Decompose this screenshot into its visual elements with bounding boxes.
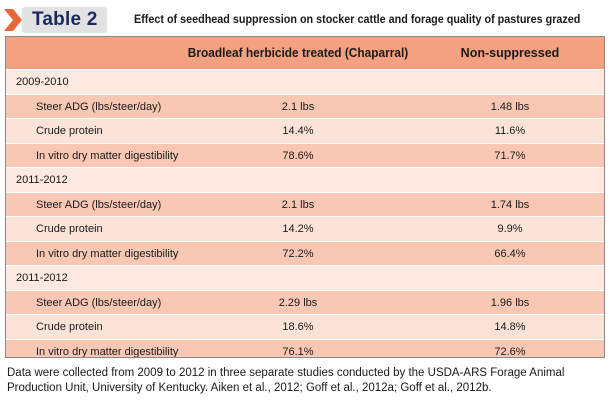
row-label: In vitro dry matter digestibility [36, 247, 179, 260]
non-suppressed-value: 1.48 lbs [490, 100, 530, 113]
table-row: Crude protein 14.4% 11.6% [6, 118, 604, 143]
table-row: Crude protein 18.6% 14.8% [6, 314, 604, 339]
non-suppressed-value: 1.74 lbs [490, 198, 530, 211]
table-number-label: Table 2 [22, 7, 108, 33]
row-label: Steer ADG (lbs/steer/day) [36, 198, 162, 211]
non-suppressed-value: 14.8% [494, 321, 526, 333]
table-caption: Effect of seedhead suppression on stocke… [134, 13, 581, 26]
column-header-treated: Broadleaf herbicide treated (Chaparral) [187, 46, 409, 60]
treated-value: 76.1% [282, 345, 314, 358]
row-label: Steer ADG (lbs/steer/day) [36, 296, 162, 309]
row-label: Steer ADG (lbs/steer/day) [36, 100, 162, 113]
non-suppressed-value: 9.9% [497, 223, 523, 235]
section-title: 2011-2012 [16, 174, 68, 186]
treated-value: 14.4% [282, 125, 314, 137]
chevron-right-icon [4, 9, 22, 31]
section-row: 2009-2010 [6, 69, 604, 94]
table-row: Steer ADG (lbs/steer/day) 2.1 lbs 1.48 lbs [6, 93, 604, 119]
non-suppressed-value: 71.7% [494, 149, 526, 162]
treated-value: 2.29 lbs [278, 296, 318, 309]
section-title: 2009-2010 [16, 76, 69, 88]
table-row: In vitro dry matter digestibility 78.6% 71… [6, 142, 604, 168]
treated-value: 78.6% [282, 149, 314, 162]
table-footnote: Data were collected from 2009 to 2012 in… [7, 367, 565, 394]
row-label: Crude protein [36, 321, 103, 333]
non-suppressed-value: 72.6% [494, 345, 526, 358]
table-column-header-row: Broadleaf herbicide treated (Chaparral) … [6, 37, 604, 69]
table-row: In vitro dry matter digestibility 72.2% 66… [6, 240, 604, 266]
data-table: Broadleaf herbicide treated (Chaparral) … [5, 36, 605, 358]
treated-value: 14.2% [282, 223, 314, 235]
table-row: In vitro dry matter digestibility 76.1% 72… [6, 338, 604, 358]
table-row: Steer ADG (lbs/steer/day) 2.29 lbs 1.96 lb… [6, 289, 604, 315]
section-row: 2011-2012 [6, 265, 604, 290]
column-header-non-suppressed: Non-suppressed [460, 46, 560, 60]
table-row: Steer ADG (lbs/steer/day) 2.1 lbs 1.74 lbs [6, 191, 604, 217]
non-suppressed-value: 66.4% [494, 247, 526, 260]
treated-value: 2.1 lbs [281, 100, 315, 113]
row-label: In vitro dry matter digestibility [36, 345, 179, 358]
section-row: 2011-2012 [6, 167, 604, 192]
treated-value: 18.6% [282, 321, 314, 333]
table-row: Crude protein 14.2% 9.9% [6, 216, 604, 241]
non-suppressed-value: 1.96 lbs [490, 296, 530, 309]
treated-value: 72.2% [282, 247, 314, 260]
section-title: 2011-2012 [16, 272, 68, 284]
non-suppressed-value: 11.6% [494, 125, 526, 137]
row-label: In vitro dry matter digestibility [36, 149, 179, 162]
table-header: Table 2 Effect of seedhead suppression o… [0, 4, 610, 34]
row-label: Crude protein [36, 125, 103, 137]
treated-value: 2.1 lbs [281, 198, 315, 211]
row-label: Crude protein [36, 223, 103, 235]
